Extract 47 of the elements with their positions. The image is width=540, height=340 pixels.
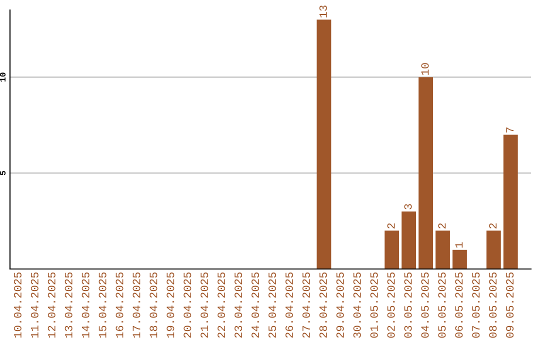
y-tick-label: 5 (0, 171, 6, 176)
x-tick-label: 08.05.2025 (489, 272, 497, 338)
bar (418, 77, 433, 269)
bar (316, 20, 332, 269)
x-tick-label: 29.04.2025 (336, 272, 344, 338)
x-tick-label: 18.04.2025 (150, 272, 158, 338)
bar (384, 230, 400, 269)
x-tick-label: 16.04.2025 (116, 272, 124, 338)
x-tick-label: 07.05.2025 (472, 272, 480, 338)
data-label: 1 (455, 242, 463, 248)
bar (452, 250, 467, 269)
bar (402, 211, 416, 269)
x-tick-label: 10.04.2025 (14, 272, 22, 338)
x-tick-label: 06.05.2025 (455, 272, 463, 338)
x-tick-label: 15.04.2025 (98, 272, 106, 338)
x-tick-label: 22.04.2025 (218, 272, 226, 338)
data-label: 2 (438, 223, 446, 228)
x-tick-label: 09.05.2025 (506, 272, 514, 338)
x-tick-label: 12.04.2025 (48, 272, 56, 338)
x-tick-label: 19.04.2025 (166, 272, 174, 338)
x-tick-label: 30.04.2025 (353, 272, 361, 338)
x-tick-label: 20.04.2025 (184, 272, 192, 338)
data-label: 2 (387, 223, 395, 228)
x-tick-label: 24.04.2025 (252, 272, 260, 338)
x-tick-label: 26.04.2025 (285, 272, 293, 338)
bar (503, 134, 518, 269)
data-label: 13 (319, 6, 327, 18)
data-label: 7 (506, 128, 514, 132)
x-tick-label: 28.04.2025 (319, 272, 327, 338)
data-label: 3 (404, 204, 412, 210)
x-tick-label: 02.05.2025 (387, 272, 395, 338)
data-label: 2 (489, 223, 497, 228)
x-tick-label: 03.05.2025 (404, 272, 412, 338)
x-tick-label: 11.04.2025 (30, 272, 38, 338)
data-label: 10 (421, 63, 429, 75)
bar (486, 230, 501, 269)
x-tick-label: 05.05.2025 (438, 272, 446, 338)
x-tick-label: 14.04.2025 (82, 272, 90, 338)
x-tick-label: 04.05.2025 (421, 272, 429, 338)
x-tick-label: 25.04.2025 (268, 272, 276, 338)
x-tick-label: 01.05.2025 (370, 272, 378, 338)
x-tick-label: 17.04.2025 (132, 272, 140, 338)
x-tick-label: 21.04.2025 (200, 272, 208, 338)
bar (436, 230, 450, 269)
x-tick-label: 23.04.2025 (234, 272, 242, 338)
x-tick-label: 27.04.2025 (302, 272, 310, 338)
x-tick-label: 13.04.2025 (64, 272, 72, 338)
